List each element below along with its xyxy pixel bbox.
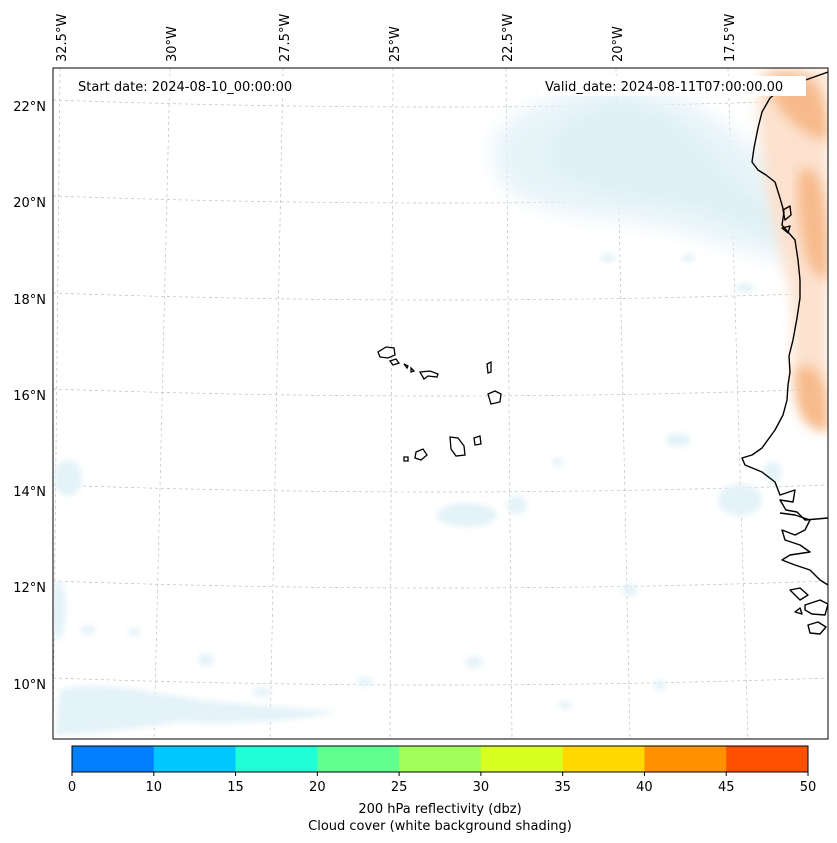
meridian-line [727,68,749,739]
colorbar-tick-label: 50 [800,780,817,795]
lat-label: 12°N [13,581,46,596]
longitude-labels: 32.5°W 30°W 27.5°W 25°W 22.5°W 20°W 17.5… [55,14,738,62]
cloud-patches [53,254,782,735]
cloud-band-north [493,87,828,271]
colorbar-segment [235,746,318,772]
lat-label: 16°N [13,389,46,404]
parallel-line [53,484,828,493]
colorbar-frame [71,745,809,773]
colorbar-tick-label: 35 [554,780,571,795]
lon-label: 30°W [165,26,180,62]
lat-label: 22°N [13,100,46,115]
colorbar-label-cloud: Cloud cover (white background shading) [308,819,572,834]
parallel-line [53,677,828,686]
lon-label: 17.5°W [723,14,738,62]
colorbar-tick-label: 30 [473,780,490,795]
meridian-line [505,68,513,739]
colorbar-segment [399,746,482,772]
lon-label: 25°W [388,26,403,62]
colorbar [71,745,809,773]
colorbar-segment [317,746,400,772]
colorbar-tick-label: 20 [309,780,326,795]
africa-coastline [741,71,828,635]
lon-label: 22.5°W [501,14,516,62]
start-date-label: Start date: 2024-08-10_00:00:00 [78,80,292,95]
parallel-line [53,99,828,108]
meridian-line [615,68,631,739]
colorbar-segment [726,746,809,772]
parallel-line [53,292,828,301]
lat-label: 20°N [13,196,46,211]
colorbar-tick-label: 0 [68,780,76,795]
colorbar-ticks: 0 10 15 20 25 30 35 40 45 50 [68,772,816,795]
map-frame [52,67,829,740]
parallel-line [53,195,828,204]
parallel-line [53,580,828,589]
colorbar-segment [562,746,645,772]
colorbar-tick-label: 25 [391,780,408,795]
lat-label: 18°N [13,293,46,308]
map-plot-area: Start date: 2024-08-10_00:00:00 Valid_da… [53,68,828,739]
colorbar-segment [72,746,155,772]
reflectivity-coastal [757,70,828,431]
colorbar-tick-label: 40 [636,780,653,795]
colorbar-tick-label: 10 [146,780,163,795]
colorbar-tick-label: 15 [227,780,244,795]
latitude-labels: 22°N 20°N 18°N 16°N 14°N 12°N 10°N [13,100,46,693]
colorbar-tick-label: 45 [718,780,735,795]
start-date-box: Start date: 2024-08-10_00:00:00 [73,76,313,96]
lon-label: 27.5°W [278,14,293,62]
meridian-line [269,68,284,739]
lat-label: 14°N [13,485,46,500]
lon-label: 20°W [611,26,626,62]
valid-date-label: Valid_date: 2024-08-11T07:00:00.00 [545,80,783,95]
lat-label: 10°N [13,678,46,693]
parallel-line [53,388,828,397]
lon-label: 32.5°W [55,14,70,62]
colorbar-segment [153,746,237,772]
cape-verde-islands [377,346,502,462]
meridian-line [153,68,171,739]
colorbar-segment [644,746,727,772]
colorbar-label-reflectivity: 200 hPa reflectivity (dbz) [358,802,521,817]
colorbar-segment [480,746,564,772]
valid-date-box: Valid_date: 2024-08-11T07:00:00.00 [540,76,806,96]
meridian-line [389,68,394,739]
